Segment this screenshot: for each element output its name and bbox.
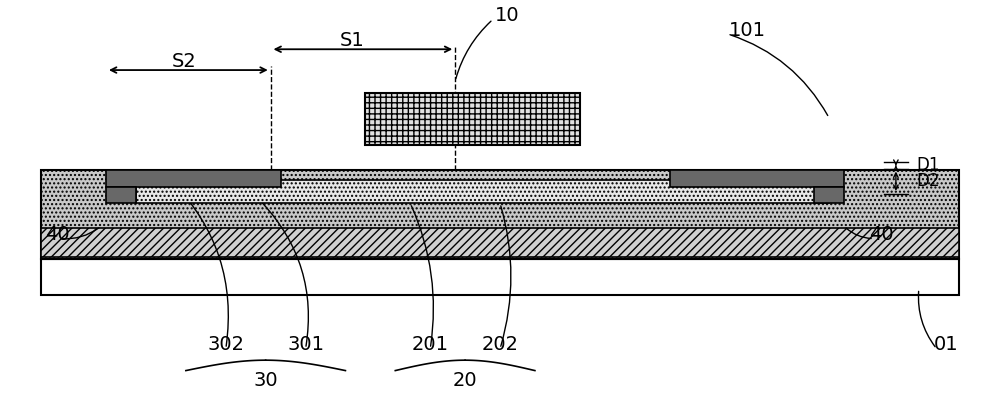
Bar <box>814 186 844 203</box>
Text: 10: 10 <box>495 6 520 26</box>
Text: D2: D2 <box>917 172 940 190</box>
Bar <box>106 186 136 203</box>
Text: D1: D1 <box>917 156 940 174</box>
Bar <box>670 170 844 186</box>
Text: S2: S2 <box>172 52 196 71</box>
Text: 30: 30 <box>253 371 278 390</box>
Text: 201: 201 <box>412 335 449 354</box>
Text: 40: 40 <box>869 225 894 244</box>
Text: 202: 202 <box>482 335 518 354</box>
Bar <box>41 259 959 295</box>
Text: 40: 40 <box>45 225 70 244</box>
Bar <box>41 228 959 257</box>
Bar <box>365 93 580 145</box>
Text: 20: 20 <box>453 371 477 390</box>
Bar <box>41 170 959 259</box>
Bar <box>106 170 281 186</box>
Text: 01: 01 <box>934 335 958 354</box>
Text: 101: 101 <box>729 21 766 40</box>
Bar <box>136 180 829 203</box>
Text: 302: 302 <box>207 335 244 354</box>
Text: 301: 301 <box>287 335 324 354</box>
Text: S1: S1 <box>340 31 365 50</box>
